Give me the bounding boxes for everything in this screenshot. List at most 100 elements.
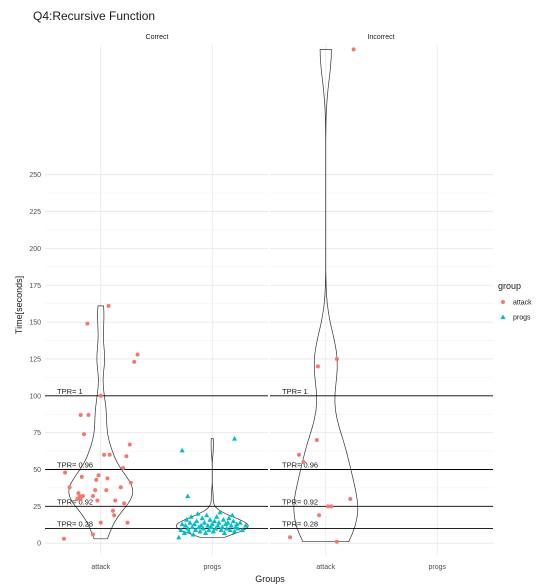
data-point-progs bbox=[237, 519, 243, 525]
threshold-label: TPR= 0.92 bbox=[282, 497, 318, 506]
legend-title: group bbox=[498, 281, 521, 291]
data-point-attack bbox=[85, 321, 90, 326]
data-point-attack bbox=[118, 485, 123, 490]
data-point-attack bbox=[78, 412, 83, 417]
threshold-label: TPR= 0.96 bbox=[57, 461, 93, 470]
threshold-label: TPR= 0.92 bbox=[57, 497, 93, 506]
data-point-attack bbox=[75, 496, 80, 501]
data-point-attack bbox=[82, 432, 87, 437]
data-point-progs bbox=[228, 522, 234, 528]
data-point-progs bbox=[226, 515, 232, 521]
data-point-progs bbox=[206, 527, 212, 533]
panel-label-incorrect: Incorrect bbox=[367, 34, 394, 41]
data-point-progs bbox=[188, 514, 194, 519]
violin-outline bbox=[68, 305, 134, 540]
data-point-attack bbox=[94, 477, 99, 482]
legend-label-progs: progs bbox=[513, 315, 531, 322]
data-point-progs bbox=[212, 525, 219, 531]
data-point-attack bbox=[351, 47, 356, 52]
data-point-attack bbox=[63, 470, 68, 475]
data-point-progs bbox=[231, 435, 238, 441]
data-point-attack bbox=[296, 452, 301, 457]
data-point-progs bbox=[227, 527, 233, 533]
data-point-progs bbox=[191, 521, 198, 527]
threshold-label: TPR= 0.28 bbox=[57, 519, 93, 528]
x-tick-label: progs bbox=[428, 564, 446, 571]
data-point-progs bbox=[205, 522, 211, 528]
data-point-attack bbox=[79, 474, 84, 479]
data-point-progs bbox=[208, 524, 214, 530]
x-axis-ticks: attack progs attack progs bbox=[91, 564, 446, 571]
data-point-progs bbox=[224, 525, 230, 531]
y-tick-label: 125 bbox=[29, 356, 41, 363]
data-point-progs bbox=[231, 528, 238, 534]
data-point-progs bbox=[195, 511, 201, 516]
data-point-progs bbox=[239, 527, 245, 533]
data-point-attack bbox=[301, 460, 306, 465]
data-point-attack bbox=[80, 494, 85, 499]
data-point-attack bbox=[90, 494, 95, 499]
y-tick-label: 100 bbox=[29, 393, 41, 400]
data-point-attack bbox=[127, 442, 132, 447]
data-point-progs bbox=[182, 522, 189, 528]
threshold-label: TPR= 0.28 bbox=[282, 519, 318, 528]
data-point-attack bbox=[124, 454, 129, 459]
data-point-progs bbox=[234, 521, 240, 527]
y-tick-label: 75 bbox=[33, 430, 41, 437]
data-point-attack bbox=[102, 452, 107, 457]
data-point-progs bbox=[200, 525, 206, 531]
y-tick-label: 225 bbox=[29, 209, 41, 216]
data-point-attack bbox=[104, 488, 109, 493]
data-point-progs bbox=[235, 525, 241, 531]
threshold-label: TPR= 1 bbox=[282, 387, 308, 396]
data-point-attack bbox=[121, 466, 126, 471]
y-tick-label: 50 bbox=[33, 467, 41, 474]
data-point-progs bbox=[186, 528, 192, 534]
data-point-progs bbox=[210, 528, 216, 534]
y-tick-label: 25 bbox=[33, 504, 41, 511]
data-point-attack bbox=[132, 359, 137, 364]
data-point-progs bbox=[209, 521, 215, 527]
data-point-progs bbox=[187, 519, 193, 525]
data-point-attack bbox=[98, 393, 103, 398]
panel-correct: TPR= 1 TPR= 0.96 TPR= 0.92 TPR= 0.28 bbox=[45, 45, 268, 555]
y-tick-label: 175 bbox=[29, 283, 41, 290]
data-point-attack bbox=[98, 520, 103, 525]
violin-outline bbox=[293, 49, 359, 543]
data-point-attack bbox=[90, 532, 95, 537]
data-point-progs bbox=[196, 524, 202, 530]
x-tick-label: progs bbox=[203, 564, 221, 571]
data-point-progs bbox=[179, 521, 185, 527]
y-axis-title: Time[seconds] bbox=[14, 276, 24, 334]
data-point-attack bbox=[106, 303, 111, 308]
data-point-attack bbox=[315, 364, 320, 369]
data-point-progs bbox=[202, 530, 209, 535]
data-point-attack bbox=[329, 504, 334, 509]
data-point-attack bbox=[135, 352, 140, 357]
data-point-attack bbox=[348, 496, 353, 501]
data-point-attack bbox=[86, 412, 91, 417]
y-axis-ticks: 0 25 50 75 100 125 150 175 200 225 250 bbox=[29, 172, 41, 547]
data-point-progs bbox=[211, 518, 218, 524]
data-point-progs bbox=[178, 527, 184, 533]
data-point-progs bbox=[225, 519, 231, 525]
data-point-attack bbox=[107, 452, 112, 457]
data-point-attack bbox=[334, 539, 339, 544]
data-point-progs bbox=[216, 519, 222, 525]
data-point-progs bbox=[194, 518, 200, 524]
data-point-attack bbox=[96, 473, 101, 478]
data-point-progs bbox=[201, 519, 208, 525]
data-point-progs bbox=[243, 522, 249, 528]
data-point-attack bbox=[105, 476, 110, 481]
data-point-attack bbox=[125, 520, 130, 525]
data-point-progs bbox=[230, 518, 237, 524]
data-point-attack bbox=[317, 513, 322, 518]
data-point-progs bbox=[192, 527, 199, 533]
data-point-attack bbox=[78, 496, 83, 501]
data-point-progs bbox=[219, 524, 225, 530]
data-point-progs bbox=[199, 515, 205, 521]
data-point-progs bbox=[185, 493, 191, 499]
data-point-attack bbox=[314, 438, 319, 443]
violin-outline bbox=[175, 438, 249, 538]
data-point-progs bbox=[189, 524, 195, 530]
